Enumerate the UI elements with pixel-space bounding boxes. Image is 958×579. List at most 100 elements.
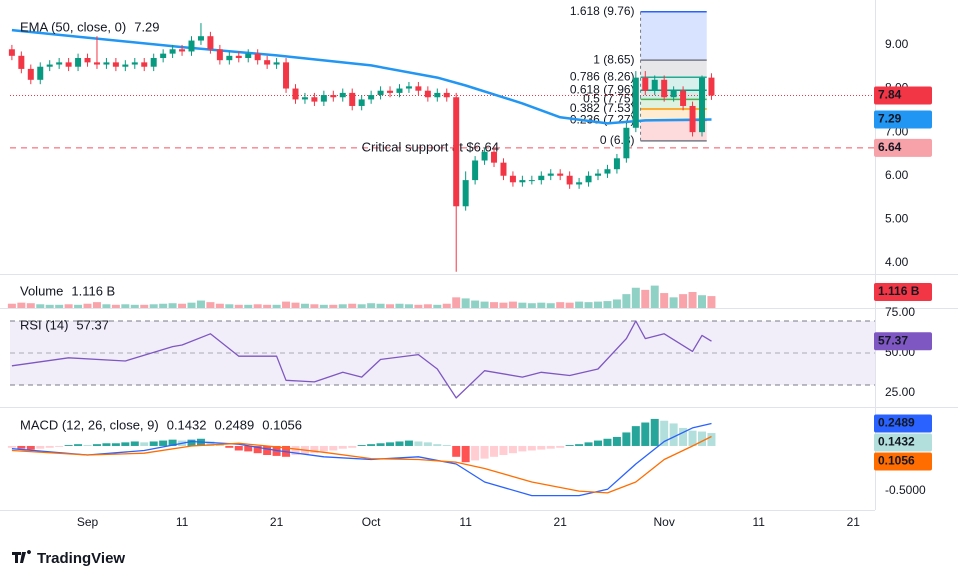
volume-bar bbox=[527, 303, 536, 308]
candle-body bbox=[491, 151, 498, 163]
macd-histogram-bar bbox=[244, 445, 253, 452]
macd-legend-value: 0.1432 bbox=[167, 417, 207, 432]
volume-bar bbox=[433, 304, 442, 308]
macd-histogram-bar bbox=[612, 436, 621, 446]
macd-histogram-bar bbox=[187, 439, 196, 446]
price-badge-label: 0.2489 bbox=[878, 416, 915, 430]
x-tick-label: Sep bbox=[77, 515, 99, 529]
macd-histogram-bar bbox=[527, 445, 536, 451]
volume-bar bbox=[612, 299, 621, 308]
macd-histogram-bar bbox=[518, 445, 527, 452]
macd-histogram-bar bbox=[433, 444, 442, 446]
volume-bar bbox=[234, 304, 243, 308]
candle-body bbox=[226, 55, 233, 61]
price-badge bbox=[874, 110, 932, 129]
macd-histogram-bar bbox=[423, 442, 432, 446]
volume-bar bbox=[178, 303, 187, 308]
macd-histogram-bar bbox=[404, 440, 413, 446]
macd-histogram-bar bbox=[376, 443, 385, 446]
volume-legend-title: Volume bbox=[20, 283, 63, 298]
ema-line bbox=[11, 28, 712, 125]
rsi-legend-value: 57.37 bbox=[76, 317, 109, 332]
volume-bar bbox=[319, 304, 328, 308]
candle-body bbox=[519, 180, 526, 183]
macd-histogram-bar bbox=[698, 431, 706, 446]
candle-body bbox=[131, 62, 138, 65]
candle-body bbox=[320, 95, 327, 102]
x-tick-label: 21 bbox=[270, 515, 284, 529]
volume-bar bbox=[36, 304, 45, 308]
volume-bar bbox=[480, 301, 489, 308]
volume-bar bbox=[357, 304, 366, 308]
macd-histogram-bar bbox=[679, 427, 688, 446]
macd-line bbox=[11, 435, 712, 494]
candle-body bbox=[235, 55, 242, 59]
macd-histogram-bar bbox=[7, 445, 16, 448]
candle-body bbox=[141, 62, 148, 67]
candle-body bbox=[84, 58, 91, 63]
volume-bar bbox=[121, 304, 130, 308]
brand-logo: TradingView bbox=[12, 550, 125, 567]
candle-body bbox=[216, 49, 223, 61]
price-badge bbox=[874, 332, 932, 351]
candle-body bbox=[122, 64, 129, 67]
volume-bar bbox=[215, 303, 224, 308]
macd-histogram-bar bbox=[45, 445, 54, 448]
candle-body bbox=[27, 68, 34, 80]
volume-bar bbox=[45, 304, 54, 308]
macd-histogram-bar bbox=[490, 445, 499, 457]
macd-histogram-bar bbox=[74, 444, 83, 446]
candle-body bbox=[197, 36, 204, 41]
support-annotation: Critical support at $6.64 bbox=[362, 139, 499, 154]
volume-bar bbox=[263, 304, 272, 308]
candle-body bbox=[538, 175, 545, 181]
macd-histogram-bar bbox=[461, 445, 470, 463]
macd-histogram-bar bbox=[603, 438, 612, 446]
macd-histogram-bar bbox=[357, 445, 366, 446]
macd-histogram-bar bbox=[149, 441, 158, 446]
volume-bar bbox=[55, 304, 64, 308]
volume-bar bbox=[348, 303, 357, 308]
volume-bar bbox=[499, 302, 508, 308]
candle-body bbox=[377, 90, 384, 96]
volume-bar bbox=[282, 301, 291, 308]
volume-bar bbox=[367, 303, 376, 308]
candle-body bbox=[292, 88, 299, 100]
candle-body bbox=[169, 49, 176, 54]
candle-body bbox=[18, 55, 25, 69]
candle-body bbox=[179, 49, 186, 52]
candle-body bbox=[680, 90, 687, 106]
candle-body bbox=[358, 99, 365, 106]
fib-level-label: 0.786 (8.26) bbox=[570, 69, 635, 83]
volume-bar bbox=[518, 302, 527, 308]
y-tick-label: 25.00 bbox=[885, 385, 915, 399]
price-badge-label: 57.37 bbox=[878, 333, 908, 347]
fib-level-label: 1.618 (9.76) bbox=[570, 4, 635, 18]
macd-histogram-bar bbox=[291, 445, 300, 455]
volume-bar bbox=[471, 300, 480, 308]
y-tick-label: 75.00 bbox=[885, 305, 915, 319]
candle-body bbox=[273, 62, 280, 65]
x-tick-label: 11 bbox=[459, 515, 472, 529]
candle-body bbox=[689, 105, 696, 133]
candle-body bbox=[576, 182, 583, 185]
macd-histogram-bar bbox=[622, 432, 631, 446]
candle-body bbox=[585, 175, 592, 183]
macd-histogram-bar bbox=[386, 442, 395, 446]
candle-body bbox=[557, 173, 564, 176]
volume-bar bbox=[452, 297, 461, 308]
volume-bar bbox=[584, 302, 593, 308]
macd-histogram-bar bbox=[575, 444, 584, 446]
macd-histogram-bar bbox=[329, 445, 338, 451]
volume-bar bbox=[26, 303, 35, 308]
candle-body bbox=[623, 127, 630, 159]
candle-body bbox=[37, 66, 44, 80]
candle-body bbox=[472, 160, 479, 181]
volume-bar bbox=[338, 304, 347, 308]
volume-bar bbox=[395, 303, 404, 308]
candle-body bbox=[415, 86, 422, 91]
ema-legend-value: 7.29 bbox=[134, 19, 159, 34]
price-badge bbox=[874, 138, 932, 157]
macd-histogram-bar bbox=[338, 445, 347, 449]
macd-histogram-bar bbox=[55, 445, 64, 447]
